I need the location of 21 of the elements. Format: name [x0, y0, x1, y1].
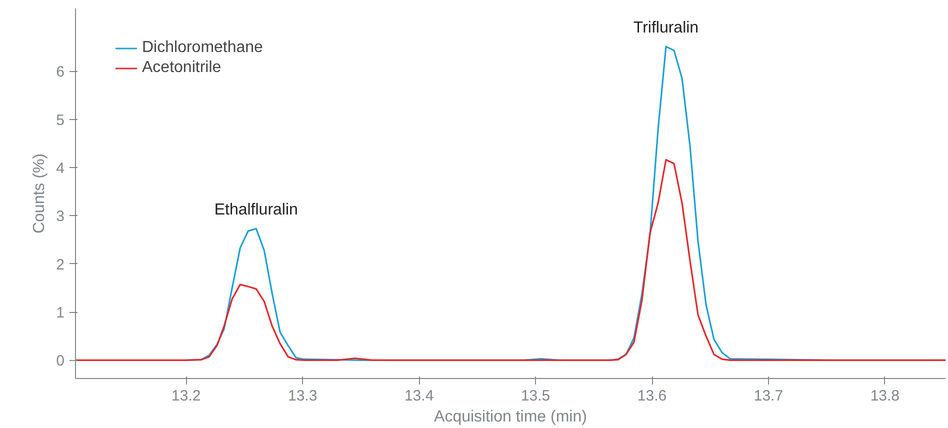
- y-axis-title: Counts (%): [31, 153, 48, 234]
- x-tick-label: 13.8: [870, 388, 900, 404]
- x-axis-title: Acquisition time (min): [434, 408, 587, 426]
- x-tick-label: 13.4: [404, 388, 434, 404]
- y-tick-label: 0: [56, 352, 64, 370]
- annotation: Ethalfluralin: [214, 202, 298, 219]
- y-tick-label: 5: [56, 112, 64, 129]
- x-tick-label: 13.7: [754, 388, 784, 404]
- y-tick-label: 4: [56, 160, 64, 177]
- annotation: Trifluralin: [633, 20, 699, 37]
- x-tick-label: 13.5: [520, 388, 550, 404]
- x-tick-label: 13.6: [637, 388, 667, 404]
- y-tick-label: 2: [56, 256, 64, 274]
- x-tick-label: 13.2: [172, 388, 201, 404]
- legend-label: Dichloromethane: [142, 39, 263, 57]
- y-tick-label: 1: [56, 304, 64, 322]
- y-tick-label: 6: [56, 64, 64, 81]
- y-tick-label: 3: [56, 208, 64, 226]
- line-series: [76, 158, 946, 361]
- legend-label: Acetonitrile: [142, 59, 222, 77]
- x-tick-label: 13.3: [288, 388, 318, 404]
